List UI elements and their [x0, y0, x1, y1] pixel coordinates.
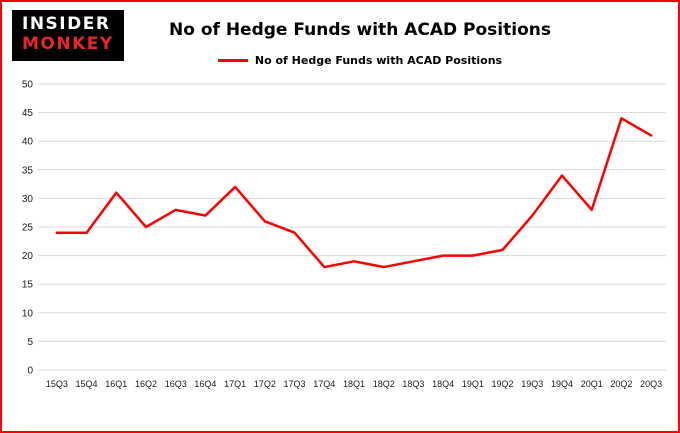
legend-line-swatch [217, 59, 248, 62]
x-tick-label: 19Q2 [492, 379, 514, 389]
x-tick-label: 19Q4 [551, 379, 573, 389]
y-tick-label: 20 [22, 251, 34, 262]
logo-text-monkey: MONKEY [22, 33, 114, 54]
x-tick-label: 15Q3 [46, 379, 68, 389]
y-tick-label: 40 [22, 137, 34, 148]
line-chart-plot-area: 0 5 10 15 20 25 30 35 40 45 50 15Q3 15Q4 16Q1 16Q2 16Q3… [22, 80, 666, 389]
x-tick-label: 16Q1 [105, 379, 127, 389]
x-tick-label: 17Q3 [284, 379, 306, 389]
x-tick-label: 17Q2 [254, 379, 276, 389]
y-tick-label: 25 [22, 223, 34, 234]
x-tick-label: 19Q1 [462, 379, 484, 389]
x-tick-label: 19Q3 [521, 379, 543, 389]
chart-legend: No of Hedge Funds with ACAD Positions [2, 54, 678, 67]
x-tick-label: 16Q3 [165, 379, 187, 389]
x-tick-label: 16Q2 [135, 379, 157, 389]
x-tick-label: 20Q2 [610, 379, 632, 389]
x-tick-label: 18Q1 [343, 379, 365, 389]
x-tick-label: 15Q4 [76, 379, 98, 389]
logo-text-insider: INSIDER [22, 14, 111, 34]
hedge-funds-series-line [55, 117, 653, 269]
x-tick-label: 18Q2 [373, 379, 395, 389]
y-tick-label: 10 [22, 308, 34, 319]
y-tick-label: 50 [22, 80, 34, 91]
x-tick-label: 16Q4 [194, 379, 216, 389]
y-tick-label: 30 [22, 194, 34, 205]
x-tick-label: 20Q1 [581, 379, 603, 389]
x-tick-label: 17Q1 [224, 379, 246, 389]
y-tick-label: 0 [27, 366, 33, 377]
y-tick-label: 5 [27, 337, 33, 348]
x-tick-label: 20Q3 [640, 379, 662, 389]
y-tick-label: 45 [22, 108, 34, 119]
insider-monkey-logo: INSIDER MONKEY [12, 10, 124, 61]
x-tick-label: 18Q3 [402, 379, 424, 389]
x-tick-label: 17Q4 [313, 379, 335, 389]
x-tick-label: 18Q4 [432, 379, 454, 389]
legend-label: No of Hedge Funds with ACAD Positions [254, 54, 503, 67]
y-tick-label: 35 [22, 165, 34, 176]
y-tick-label: 15 [22, 280, 34, 291]
chart-title: No of Hedge Funds with ACAD Positions [169, 20, 551, 40]
